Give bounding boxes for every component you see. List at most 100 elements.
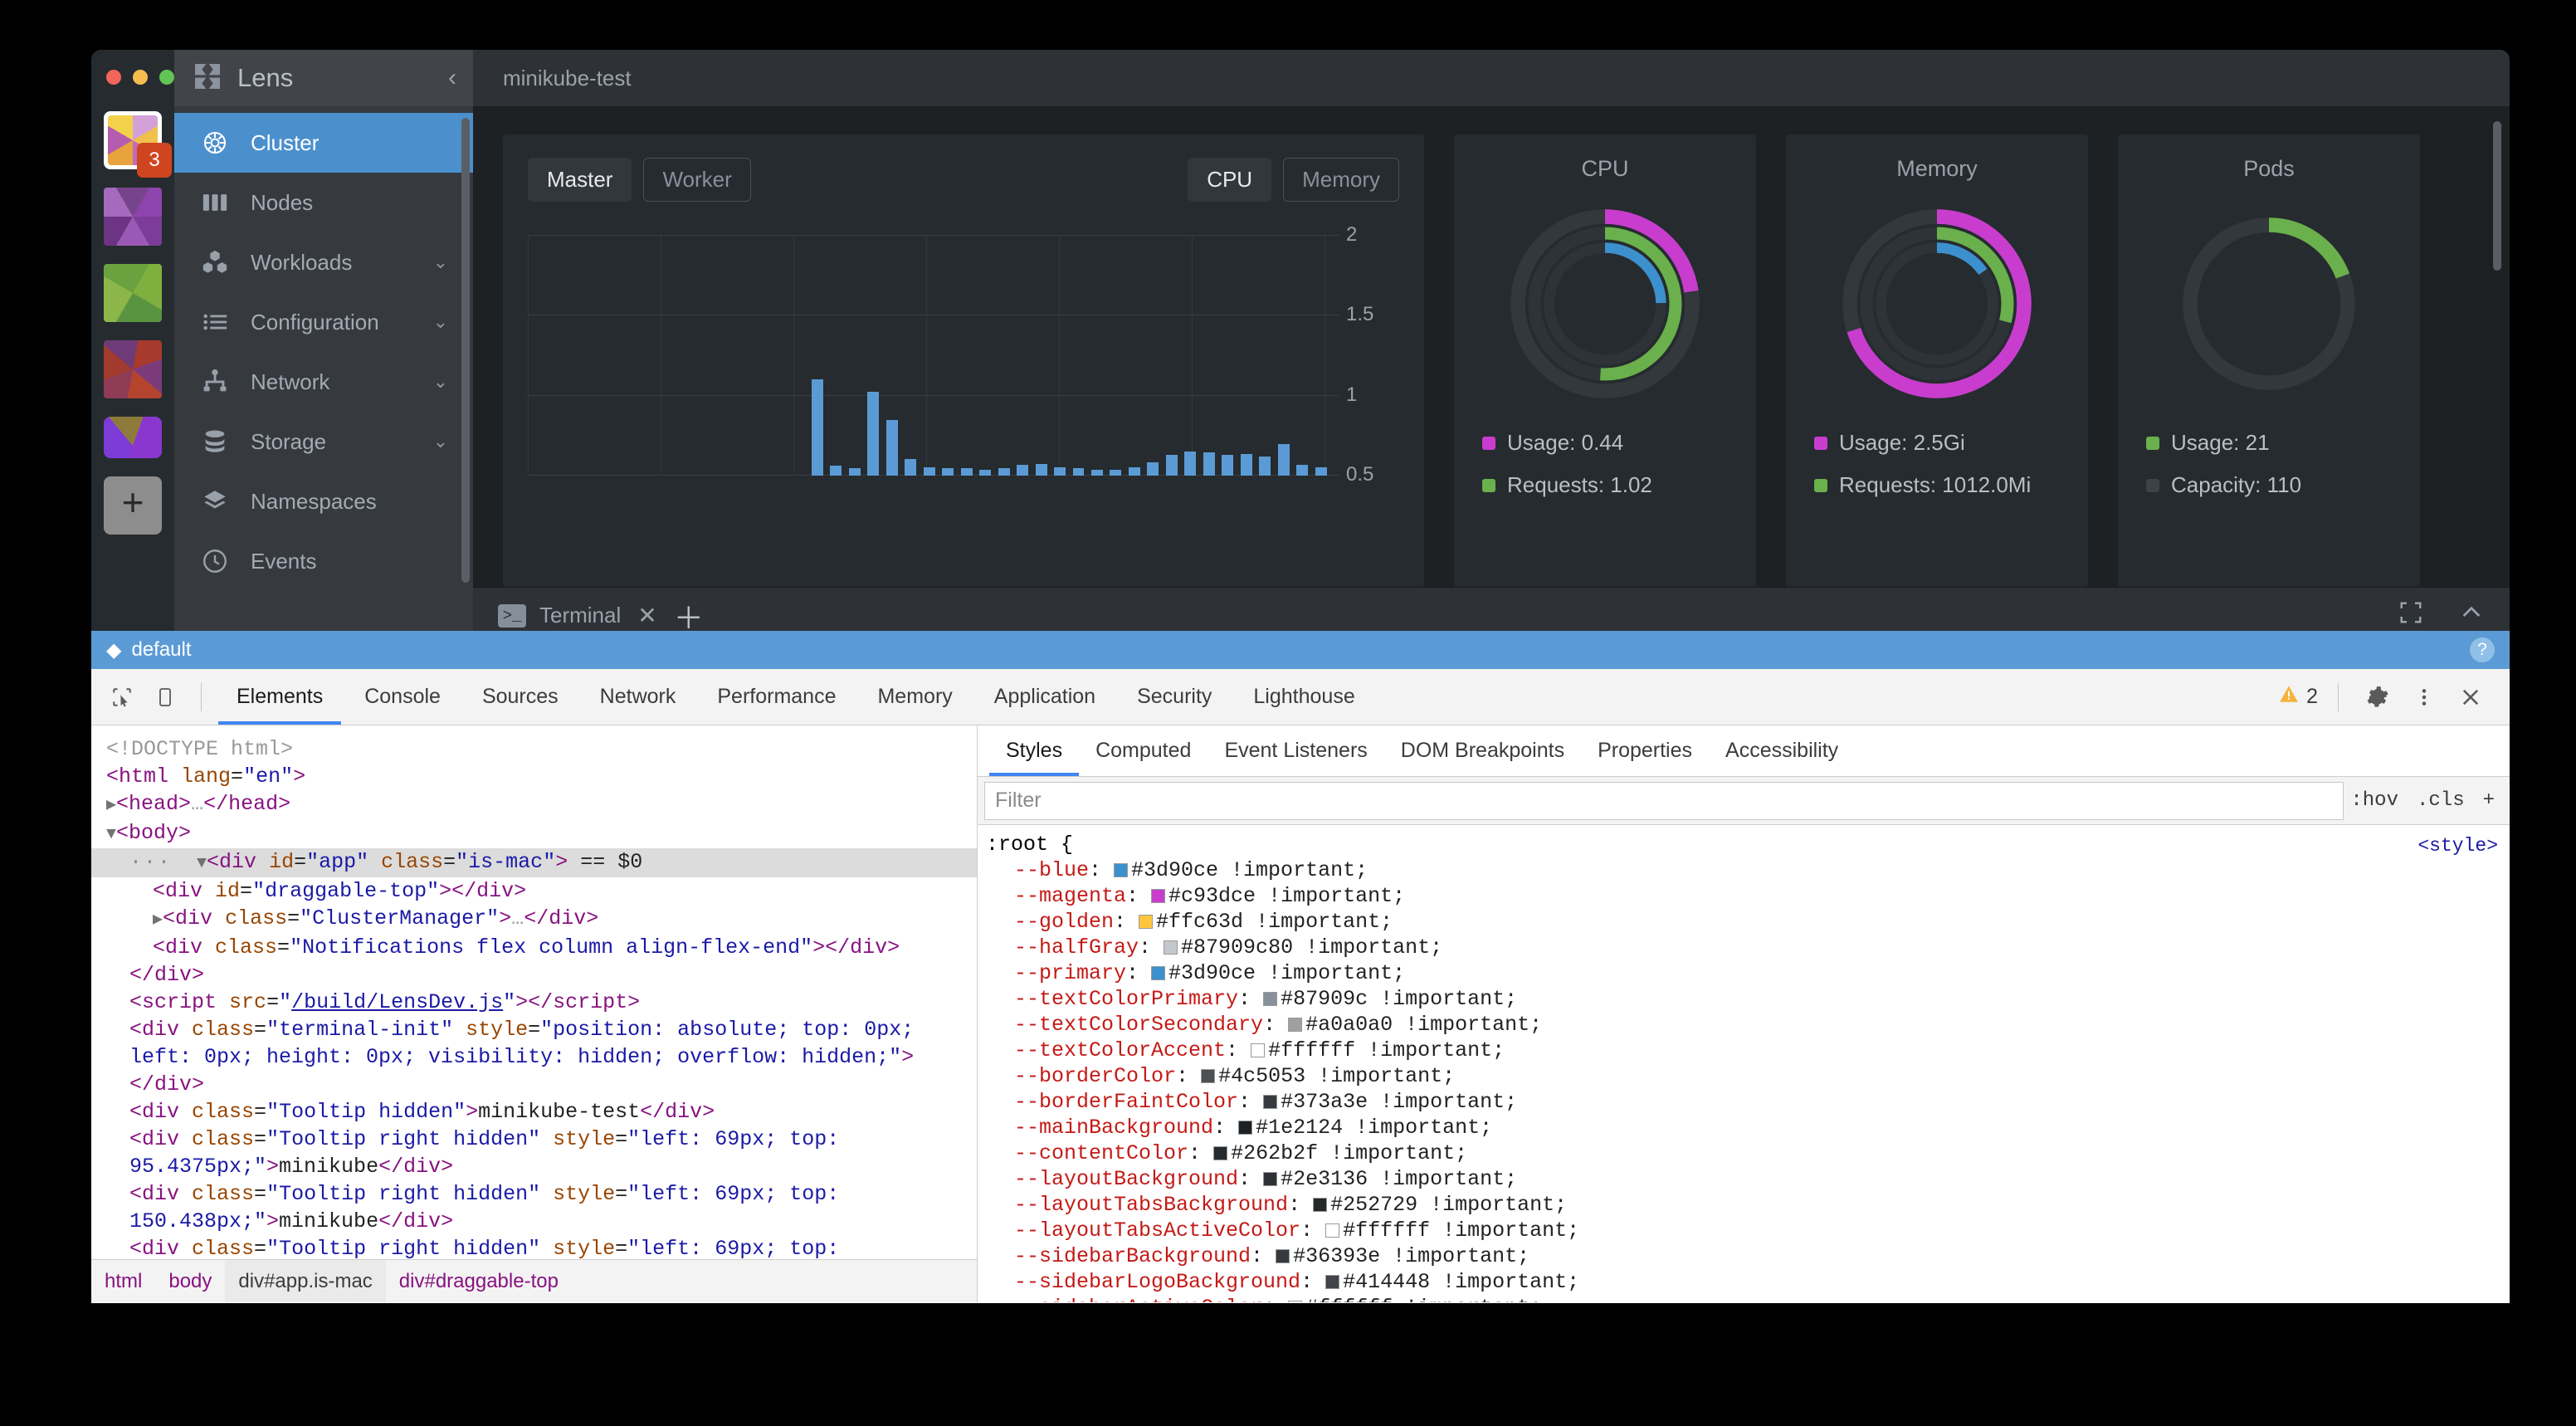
dom-node-line[interactable]: <div class="Tooltip right hidden" style=… (129, 1237, 840, 1261)
sidebar-item-events[interactable]: Events (174, 531, 473, 591)
breadcrumb-item[interactable]: div#draggable-top (398, 1269, 559, 1292)
breadcrumb-item[interactable]: body (168, 1269, 212, 1292)
dom-node-line[interactable]: <script src="/build/LensDev.js"></script… (129, 990, 641, 1014)
tab-performance[interactable]: Performance (717, 685, 837, 708)
filter-input[interactable]: Filter (984, 781, 2344, 820)
chevron-down-icon[interactable]: ⌄ (432, 431, 448, 452)
css-declaration[interactable]: --primary: #3d90ce !important; (1014, 961, 1406, 985)
cluster-icon-violet[interactable] (104, 417, 162, 458)
css-declaration[interactable]: --golden: #ffc63d !important; (1014, 910, 1393, 934)
warning-counter[interactable]: 2 (2278, 683, 2318, 711)
inspect-cursor-icon[interactable] (103, 678, 141, 716)
css-declaration[interactable]: --borderFaintColor: #373a3e !important; (1014, 1090, 1518, 1114)
sidebar-item-workloads[interactable]: Workloads ⌄ (174, 232, 473, 292)
style-source-link[interactable]: <style> (2417, 835, 2498, 857)
plus-icon[interactable]: ＋ (673, 600, 704, 635)
cluster-icon-green[interactable] (104, 264, 162, 322)
zoom-button[interactable] (159, 70, 174, 85)
terminal-tab[interactable]: >_ Terminal (498, 603, 621, 628)
css-declaration[interactable]: --sidebarBackground: #36393e !important; (1014, 1244, 1530, 1268)
dom-node-line[interactable]: <div class="Tooltip right hidden" style=… (129, 1182, 852, 1233)
chevron-down-icon[interactable]: ⌄ (432, 311, 448, 332)
add-cluster-button[interactable]: + (104, 476, 162, 535)
css-declaration[interactable]: --textColorPrimary: #87909c !important; (1014, 987, 1518, 1011)
tab-dom-breakpoints[interactable]: DOM Breakpoints (1400, 739, 1565, 762)
metric-cpu-button[interactable]: CPU (1188, 158, 1272, 202)
node-filter-master-button[interactable]: Master (528, 158, 632, 202)
tab-application[interactable]: Application (993, 685, 1096, 708)
css-declaration[interactable]: --contentColor: #262b2f !important; (1014, 1141, 1468, 1165)
content-scrollbar[interactable] (2493, 121, 2501, 271)
tab-accessibility[interactable]: Accessibility (1725, 739, 1839, 762)
kebab-menu-icon[interactable] (2405, 678, 2443, 716)
css-declaration[interactable]: --layoutTabsActiveColor: #ffffff !import… (1014, 1218, 1580, 1243)
cluster-icon-red[interactable] (104, 340, 162, 398)
chevron-up-icon[interactable] (2458, 599, 2485, 632)
css-declaration[interactable]: --mainBackground: #1e2124 !important; (1014, 1116, 1493, 1140)
sidebar-item-network[interactable]: Network ⌄ (174, 352, 473, 412)
node-filter-worker-button[interactable]: Worker (643, 158, 751, 202)
chevron-down-icon[interactable]: ⌄ (432, 371, 448, 392)
dom-node-line[interactable]: <div class="Tooltip right hidden" style=… (129, 1127, 852, 1179)
cluster-icon-purple[interactable] (104, 188, 162, 246)
cls-toggle[interactable]: .cls (2416, 789, 2465, 812)
dom-node-line[interactable]: <div id="draggable-top"></div> (153, 879, 527, 903)
css-declaration[interactable]: --sidebarLogoBackground: #414448 !import… (1014, 1270, 1580, 1294)
tab-lighthouse[interactable]: Lighthouse (1253, 685, 1355, 708)
dom-node-line[interactable]: ··· ▼<div id="app" class="is-mac"> == $0 (91, 848, 977, 877)
dom-node-line[interactable]: ▶<head>…</head> (106, 792, 291, 816)
dom-node-line[interactable]: </div> (129, 963, 205, 987)
css-declaration[interactable]: --halfGray: #87909c80 !important; (1014, 935, 1443, 960)
breadcrumb-item[interactable]: html (105, 1269, 143, 1292)
sidebar-scrollbar[interactable] (461, 118, 470, 583)
tab-event-listeners[interactable]: Event Listeners (1224, 739, 1368, 762)
cluster-icon-minikube-test[interactable]: 3 (104, 111, 172, 178)
tab-security[interactable]: Security (1137, 685, 1212, 708)
sidebar-item-cluster[interactable]: Cluster (174, 113, 473, 173)
tab-styles[interactable]: Styles (989, 726, 1079, 776)
sidebar-item-configuration[interactable]: Configuration ⌄ (174, 292, 473, 352)
css-declaration[interactable]: --layoutTabsBackground: #252729 !importa… (1014, 1193, 1568, 1217)
css-declaration[interactable]: --sidebarActiveColor: #ffffff !important… (986, 1295, 2510, 1302)
dom-node-line[interactable]: <html lang="en"> (106, 764, 306, 789)
gear-icon[interactable] (2359, 678, 2397, 716)
css-declaration[interactable]: --blue: #3d90ce !important; (1014, 858, 1368, 882)
tab-console[interactable]: Console (364, 685, 441, 708)
css-declaration[interactable]: --textColorAccent: #ffffff !important; (1014, 1038, 1505, 1062)
css-declaration[interactable]: --magenta: #c93dce !important; (1014, 884, 1406, 908)
elements-dom-tree[interactable]: <!DOCTYPE html> <html lang="en"> ▶<head>…<… (91, 725, 978, 1302)
tab-elements[interactable]: Elements (218, 670, 341, 725)
device-toolbar-icon[interactable] (146, 678, 184, 716)
chevron-down-icon[interactable]: ⌄ (432, 252, 448, 272)
hov-toggle[interactable]: :hov (2350, 789, 2398, 812)
sidebar-item-nodes[interactable]: Nodes (174, 173, 473, 232)
tab-computed[interactable]: Computed (1095, 739, 1192, 762)
tab-network[interactable]: Network (599, 685, 676, 708)
css-declaration[interactable]: --borderColor: #4c5053 !important; (1014, 1064, 1456, 1088)
new-rule-button[interactable]: + (2482, 789, 2495, 812)
fullscreen-icon[interactable] (2398, 600, 2423, 631)
breadcrumb-item[interactable]: div#app.is-mac (225, 1259, 386, 1302)
close-icon[interactable] (2452, 678, 2490, 716)
css-declaration[interactable]: --textColorSecondary: #a0a0a0 !important… (1014, 1013, 1543, 1037)
close-icon[interactable]: ✕ (637, 603, 657, 628)
chevron-left-icon[interactable]: ‹ (448, 64, 456, 91)
tab-sources[interactable]: Sources (481, 685, 559, 708)
css-declaration[interactable]: --layoutBackground: #2e3136 !important; (1014, 1167, 1518, 1191)
tab-memory[interactable]: Memory (877, 685, 953, 708)
sidebar-item-namespaces[interactable]: Namespaces (174, 471, 473, 531)
dom-node-line[interactable]: ▼<body> (106, 821, 192, 845)
close-button[interactable] (106, 70, 121, 85)
minimize-button[interactable] (133, 70, 148, 85)
css-declaration-list: --blue: #3d90ce !important; --magenta: #c… (986, 857, 2510, 1302)
sidebar-item-storage[interactable]: Storage ⌄ (174, 412, 473, 471)
dom-node-line[interactable]: <div class="terminal-init" style="positi… (129, 1018, 927, 1069)
dom-node-line[interactable]: </div> (129, 1072, 205, 1096)
metric-memory-button[interactable]: Memory (1283, 158, 1399, 202)
help-icon[interactable]: ? (2470, 637, 2495, 662)
dom-node-line[interactable]: <div class="Tooltip hidden">minikube-tes… (129, 1100, 715, 1124)
dom-node-line[interactable]: ▶<div class="ClusterManager">…</div> (153, 906, 599, 930)
dom-node-line[interactable]: <!DOCTYPE html> (106, 737, 294, 761)
tab-properties[interactable]: Properties (1598, 739, 1693, 762)
dom-node-line[interactable]: <div class="Notifications flex column al… (153, 935, 900, 960)
